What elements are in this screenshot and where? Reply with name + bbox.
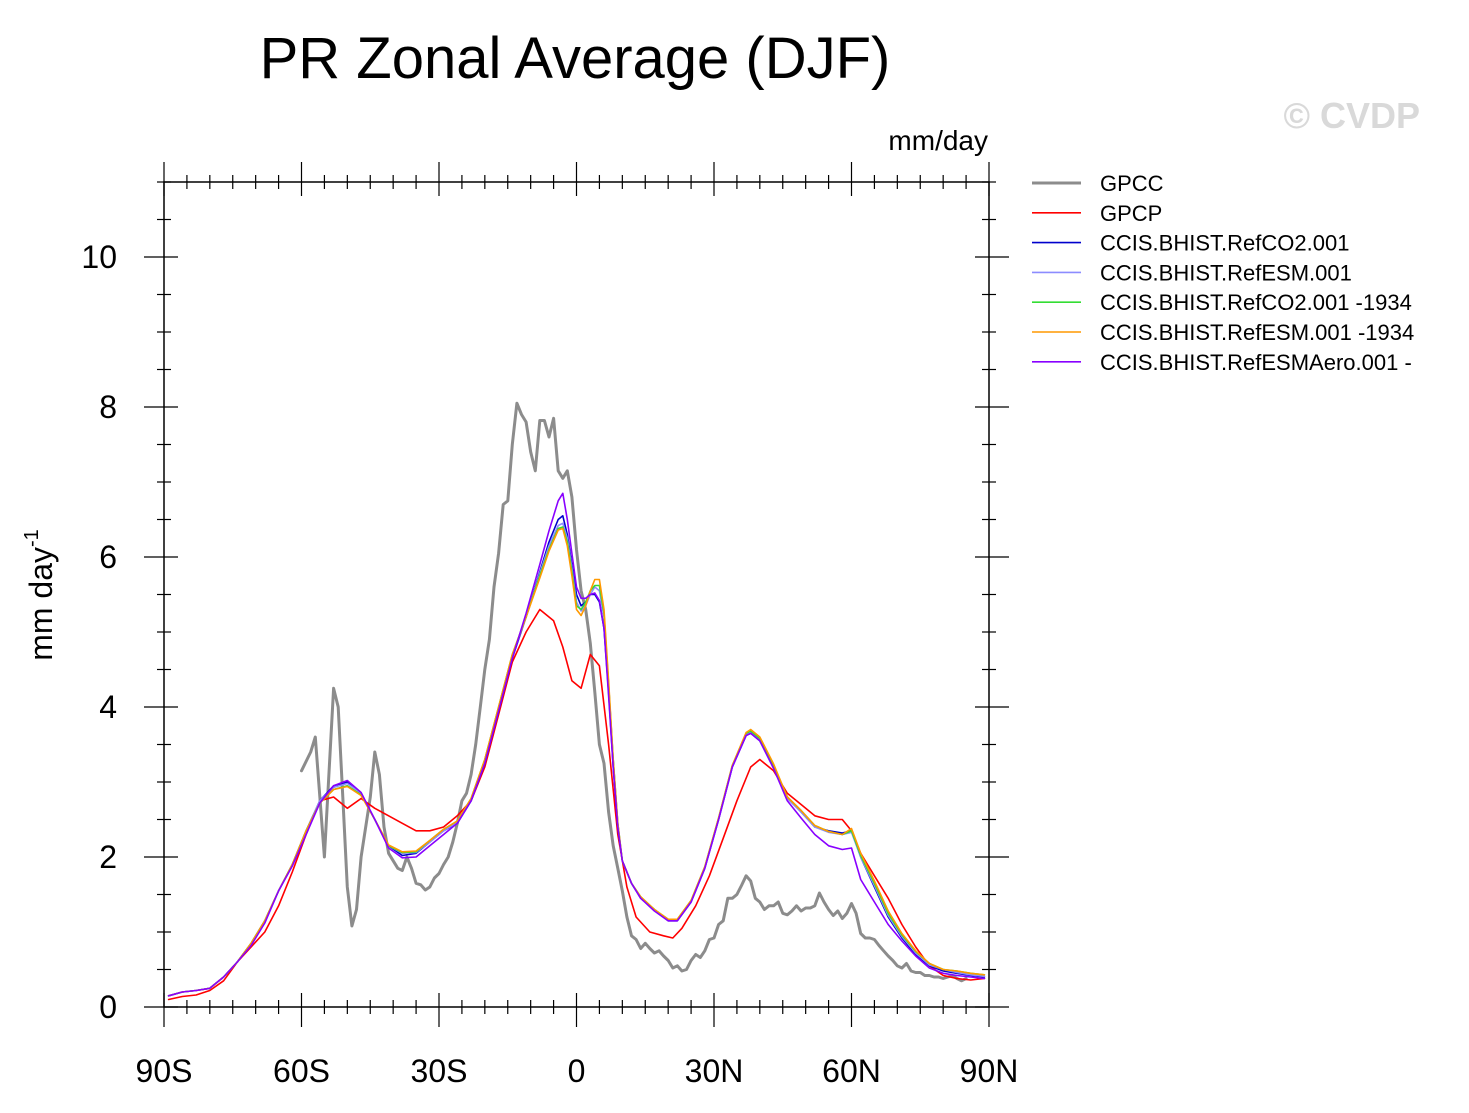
series-line-ccis-bhist-refesmaero-001 <box>167 492 986 997</box>
legend-label: GPCP <box>1100 201 1162 226</box>
x-tick-label: 30N <box>685 1053 744 1089</box>
legend-label: GPCC <box>1100 171 1164 196</box>
series-line-gpcc <box>300 401 968 983</box>
y-tick-labels: 0 2 4 6 8 10 <box>81 239 117 1025</box>
legend-label: CCIS.BHIST.RefCO2.001 <box>1100 231 1349 256</box>
x-tick-label: 90S <box>136 1053 193 1089</box>
series-line-gpcp <box>167 608 986 1001</box>
x-tick-labels: 90S 60S 30S 0 30N 60N 90N <box>136 1053 1019 1089</box>
y-tick-label: 0 <box>99 989 117 1025</box>
y-axis-title: mm day-1 <box>21 529 59 661</box>
plot-frame <box>163 181 990 1008</box>
y-tick-label: 4 <box>99 689 117 725</box>
y-axis-title-superscript: -1 <box>21 529 43 547</box>
y-tick-label: 2 <box>99 839 117 875</box>
watermark: © CVDP <box>1283 95 1420 136</box>
x-tick-label: 90N <box>960 1053 1019 1089</box>
series-line-ccis-bhist-refesm-001-1934 <box>167 527 986 997</box>
legend-label: CCIS.BHIST.RefCO2.001 -1934 <box>1100 290 1412 315</box>
plot-series <box>167 401 986 1001</box>
units-label: mm/day <box>888 125 988 156</box>
legend-label: CCIS.BHIST.RefESMAero.001 - <box>1100 350 1412 375</box>
x-tick-label: 60N <box>822 1053 881 1089</box>
x-tick-label: 0 <box>568 1053 586 1089</box>
legend-label: CCIS.BHIST.RefESM.001 -1934 <box>1100 320 1414 345</box>
chart-title: PR Zonal Average (DJF) <box>260 26 891 91</box>
legend-label: CCIS.BHIST.RefESM.001 <box>1100 260 1352 285</box>
x-tick-label: 60S <box>273 1053 330 1089</box>
x-tick-label: 30S <box>411 1053 468 1089</box>
y-tick-label: 6 <box>99 539 117 575</box>
y-tick-label: 8 <box>99 389 117 425</box>
legend: GPCC GPCP CCIS.BHIST.RefCO2.001 CCIS.BHIST.… <box>1032 171 1414 375</box>
y-tick-label: 10 <box>81 239 117 275</box>
y-axis-title-text: mm day <box>23 547 59 661</box>
